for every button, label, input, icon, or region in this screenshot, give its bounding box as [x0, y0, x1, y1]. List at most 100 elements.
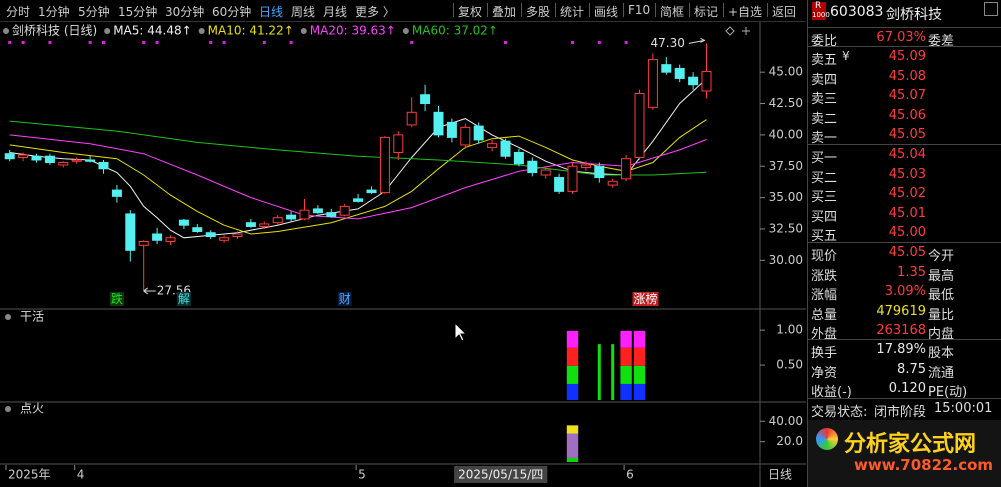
tab[interactable]: 日线 — [259, 5, 284, 19]
tab[interactable]: 更多 〉 — [355, 5, 395, 19]
candle-body — [647, 59, 658, 108]
ma-line — [9, 78, 707, 239]
stacked-bar-segment — [566, 425, 579, 434]
event-marker-bg — [632, 292, 659, 306]
tab[interactable]: 5分钟 — [78, 5, 110, 19]
candle-body — [125, 213, 136, 251]
tab[interactable]: 30分钟 — [165, 5, 205, 19]
tab[interactable]: 分时 — [6, 5, 31, 19]
signal-dot — [410, 41, 414, 44]
tab[interactable]: 月线 — [323, 5, 348, 19]
quote-value: 479619 — [876, 303, 926, 319]
panel-title: 点火 — [20, 402, 44, 416]
x-label-highlight — [454, 466, 548, 483]
quote-value: 8.75 — [897, 361, 926, 377]
stacked-bar-segment — [620, 347, 632, 366]
event-marker: 解 — [178, 292, 190, 306]
icon-diamond[interactable] — [725, 26, 735, 36]
signal-dot — [624, 41, 628, 44]
candle-body — [178, 219, 189, 226]
x-axis-label: 4 — [77, 468, 85, 482]
toolbar-button[interactable]: +自选 — [728, 5, 763, 19]
status-label: 交易状态: — [811, 405, 868, 420]
stacked-bar-segment — [566, 347, 579, 366]
y-tick-label: 40.00 — [769, 414, 803, 428]
y-tick-label: 40.00 — [769, 127, 803, 141]
candle-body — [259, 223, 270, 227]
toolbar-button[interactable]: 叠加 — [492, 5, 517, 19]
quote-separator — [808, 339, 1001, 340]
quote-label: 涨幅 — [811, 288, 838, 303]
candle-body — [540, 169, 551, 176]
toolbar-button[interactable]: 返回 — [772, 5, 797, 19]
quote-value: 45.03 — [888, 166, 926, 182]
quote-label: 流通 — [928, 365, 955, 381]
quote-label: 卖二 — [811, 111, 838, 127]
candle-body — [406, 111, 417, 126]
signal-dot — [142, 41, 146, 44]
quote-separator — [808, 398, 1001, 399]
tab[interactable]: 15分钟 — [118, 5, 158, 19]
candle-body — [205, 232, 216, 238]
stacked-bar-segment — [633, 347, 646, 366]
stacked-bar-segment — [633, 365, 646, 384]
close-icon[interactable] — [984, 2, 998, 16]
tab[interactable]: 60分钟 — [212, 5, 252, 19]
x-axis-label: 2025年 — [8, 468, 51, 482]
candle-body — [138, 241, 149, 246]
toolbar-button[interactable]: 统计 — [560, 5, 585, 19]
toolbar-button[interactable]: F10 — [628, 3, 651, 17]
legend-dot — [198, 28, 205, 34]
toolbar-button[interactable]: 多股 — [526, 5, 551, 19]
toolbar-button[interactable]: 复权 — [458, 5, 483, 19]
stacked-bar-segment — [633, 383, 646, 400]
candle-body — [621, 158, 632, 180]
quote-label: 外盘 — [811, 327, 838, 342]
chart-title: 剑桥科技 (日线) — [12, 23, 97, 38]
watermark-url: www.70822.com — [854, 456, 994, 474]
signal-dot — [8, 41, 12, 44]
event-marker-bg — [176, 292, 191, 306]
signal-dot — [597, 41, 601, 44]
y-tick-label: 45.00 — [769, 65, 803, 79]
icon-plus[interactable] — [742, 27, 750, 35]
candle-body — [688, 76, 699, 86]
quote-label: 现价 — [811, 249, 838, 264]
signal-dot — [222, 41, 226, 44]
button-separator — [453, 3, 454, 17]
candle-body — [446, 121, 457, 138]
legend-dot — [104, 28, 111, 34]
toolbar-button[interactable]: 标记 — [694, 5, 719, 19]
candle-body — [4, 153, 15, 160]
candle-body — [433, 111, 444, 136]
candle-body — [98, 161, 109, 170]
legend-dot — [402, 28, 409, 34]
quote-label: 买三 — [811, 190, 838, 205]
tab[interactable]: 1分钟 — [38, 5, 70, 19]
quote-label: 买二 — [811, 170, 838, 186]
y-tick-label: 20.0 — [776, 434, 803, 448]
y-tick-label: 0.50 — [776, 358, 803, 372]
logo-text: 1000 — [812, 11, 830, 19]
toolbar-button[interactable]: 简框 — [660, 5, 685, 19]
quote-label: 最低 — [928, 288, 955, 303]
quote-separator — [808, 46, 1001, 47]
signal-dot — [48, 41, 52, 44]
candle-body — [580, 164, 591, 169]
x-axis-label: 6 — [626, 468, 634, 482]
x-axis-label: 2025/05/15/四 — [458, 468, 543, 482]
event-marker-bg — [337, 292, 352, 306]
chart-bg — [0, 22, 806, 487]
tab[interactable]: 周线 — [291, 5, 316, 19]
y-tick-label: 32.50 — [769, 221, 803, 235]
candle-body — [71, 159, 82, 162]
candle-body — [245, 222, 256, 227]
x-axis-label: 5 — [358, 468, 366, 482]
candle-body — [312, 208, 323, 214]
stacked-bar-segment — [566, 457, 579, 462]
candle-body — [58, 161, 69, 166]
toolbar-button[interactable]: 画线 — [594, 5, 619, 19]
ma-line — [9, 119, 707, 235]
legend-entry: MA20: 39.63↑ — [310, 24, 396, 38]
event-marker: 涨榜 — [634, 291, 658, 306]
